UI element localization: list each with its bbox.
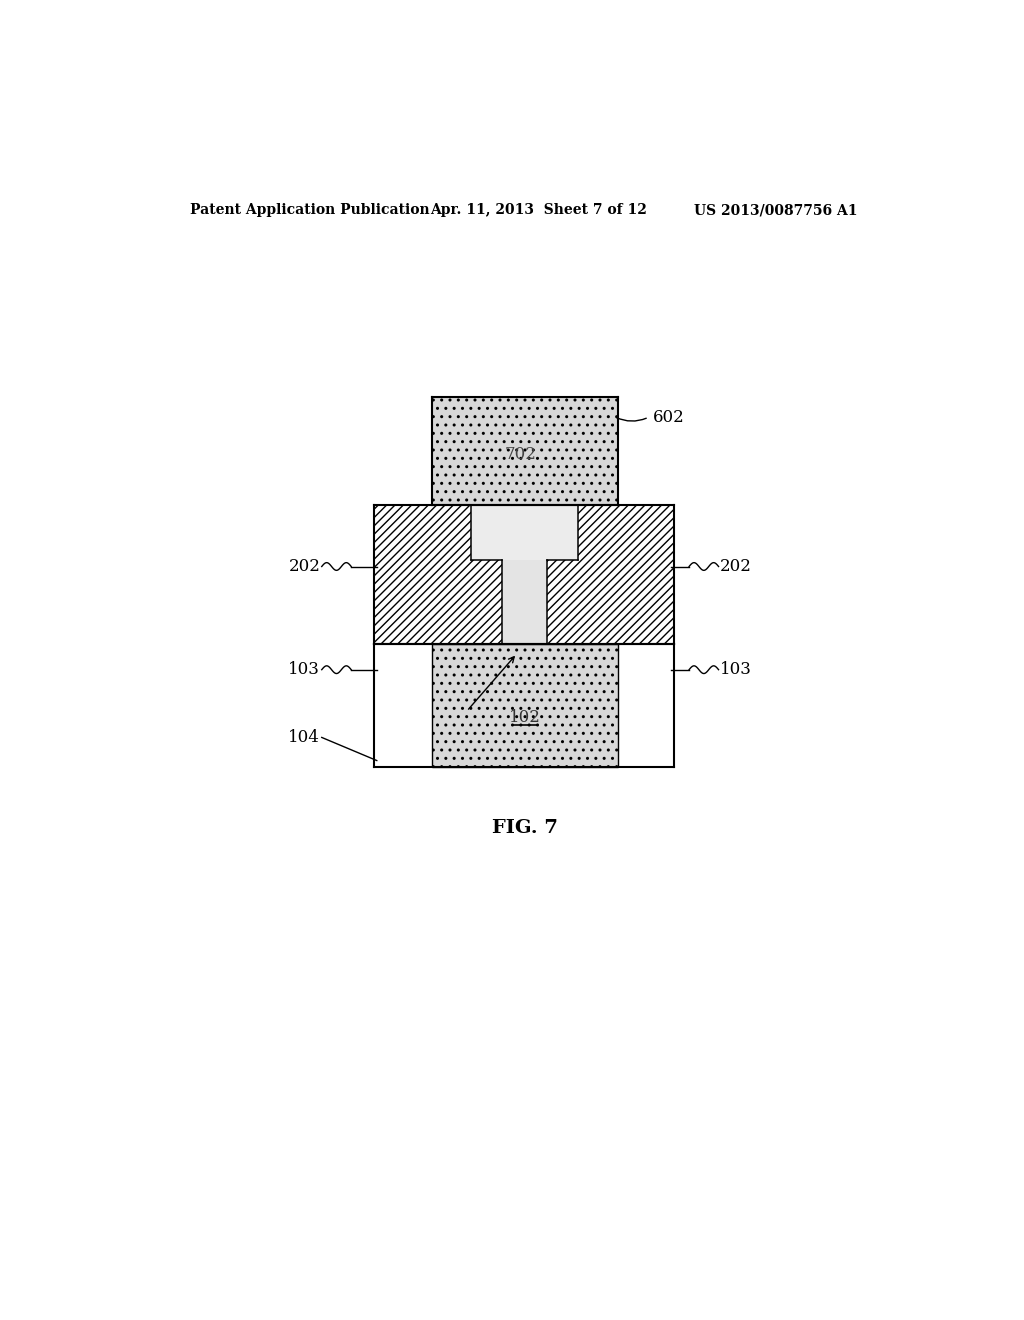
- Text: 202: 202: [720, 558, 752, 576]
- Text: 202: 202: [289, 558, 321, 576]
- Text: 104: 104: [289, 729, 321, 746]
- Bar: [503, 560, 547, 644]
- Bar: [432, 644, 617, 767]
- Text: 702: 702: [505, 446, 537, 463]
- Text: US 2013/0087756 A1: US 2013/0087756 A1: [693, 203, 857, 216]
- Bar: [375, 504, 674, 644]
- Text: 602: 602: [652, 409, 684, 425]
- Bar: [471, 506, 579, 561]
- Bar: [375, 644, 674, 767]
- Text: 103: 103: [720, 661, 752, 678]
- Bar: [432, 397, 617, 506]
- Bar: [471, 506, 579, 561]
- Text: FIG. 7: FIG. 7: [492, 820, 558, 837]
- Text: Apr. 11, 2013  Sheet 7 of 12: Apr. 11, 2013 Sheet 7 of 12: [430, 203, 647, 216]
- Text: 103: 103: [289, 661, 321, 678]
- Text: Patent Application Publication: Patent Application Publication: [190, 203, 430, 216]
- Text: 102: 102: [509, 709, 541, 726]
